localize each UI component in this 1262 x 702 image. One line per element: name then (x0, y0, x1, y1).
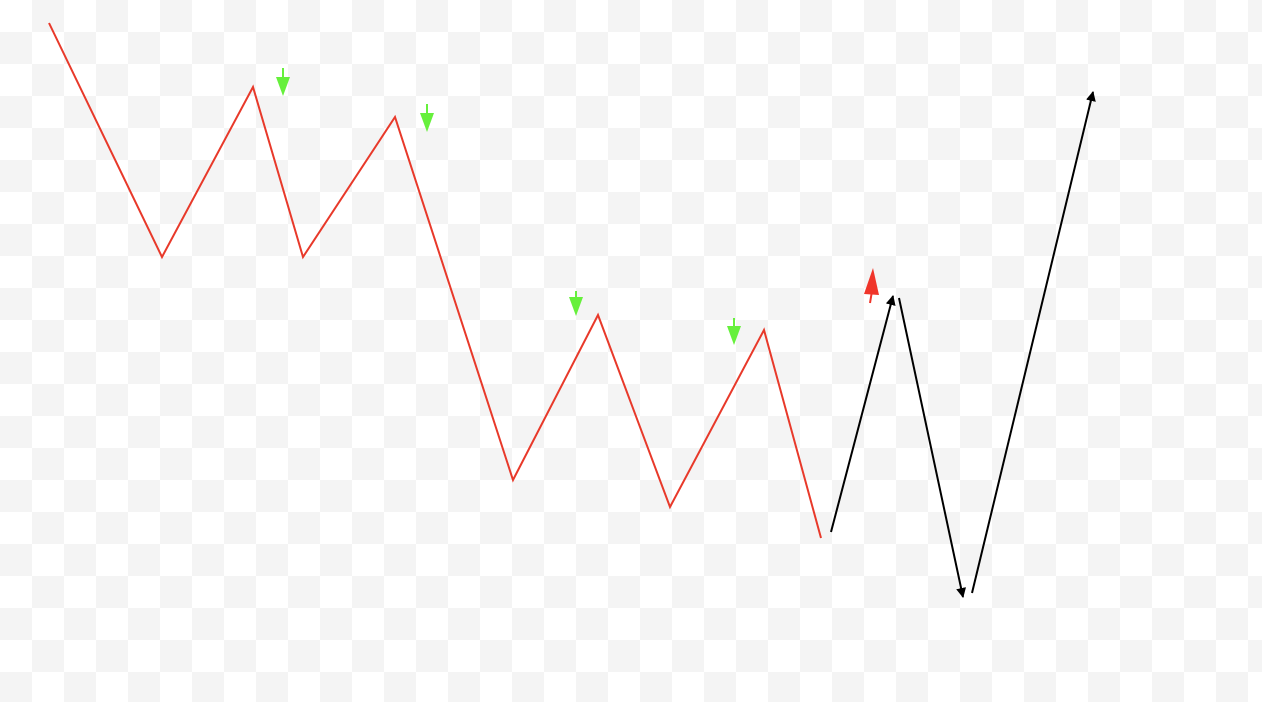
red-zigzag-line (48, 22, 822, 539)
down-arrow-icon (727, 318, 741, 345)
projected-legs (830, 91, 1096, 598)
signal-markers (276, 68, 879, 345)
projected-leg-up-2 (971, 91, 1096, 594)
down-arrow-icon (569, 291, 583, 316)
projected-leg-up-1 (830, 295, 896, 533)
completed-zigzag-line (48, 22, 822, 539)
down-arrow-icon (276, 68, 290, 96)
up-arrow-icon (864, 268, 879, 304)
down-arrow-icon (420, 104, 434, 132)
projected-leg-down (898, 297, 967, 598)
